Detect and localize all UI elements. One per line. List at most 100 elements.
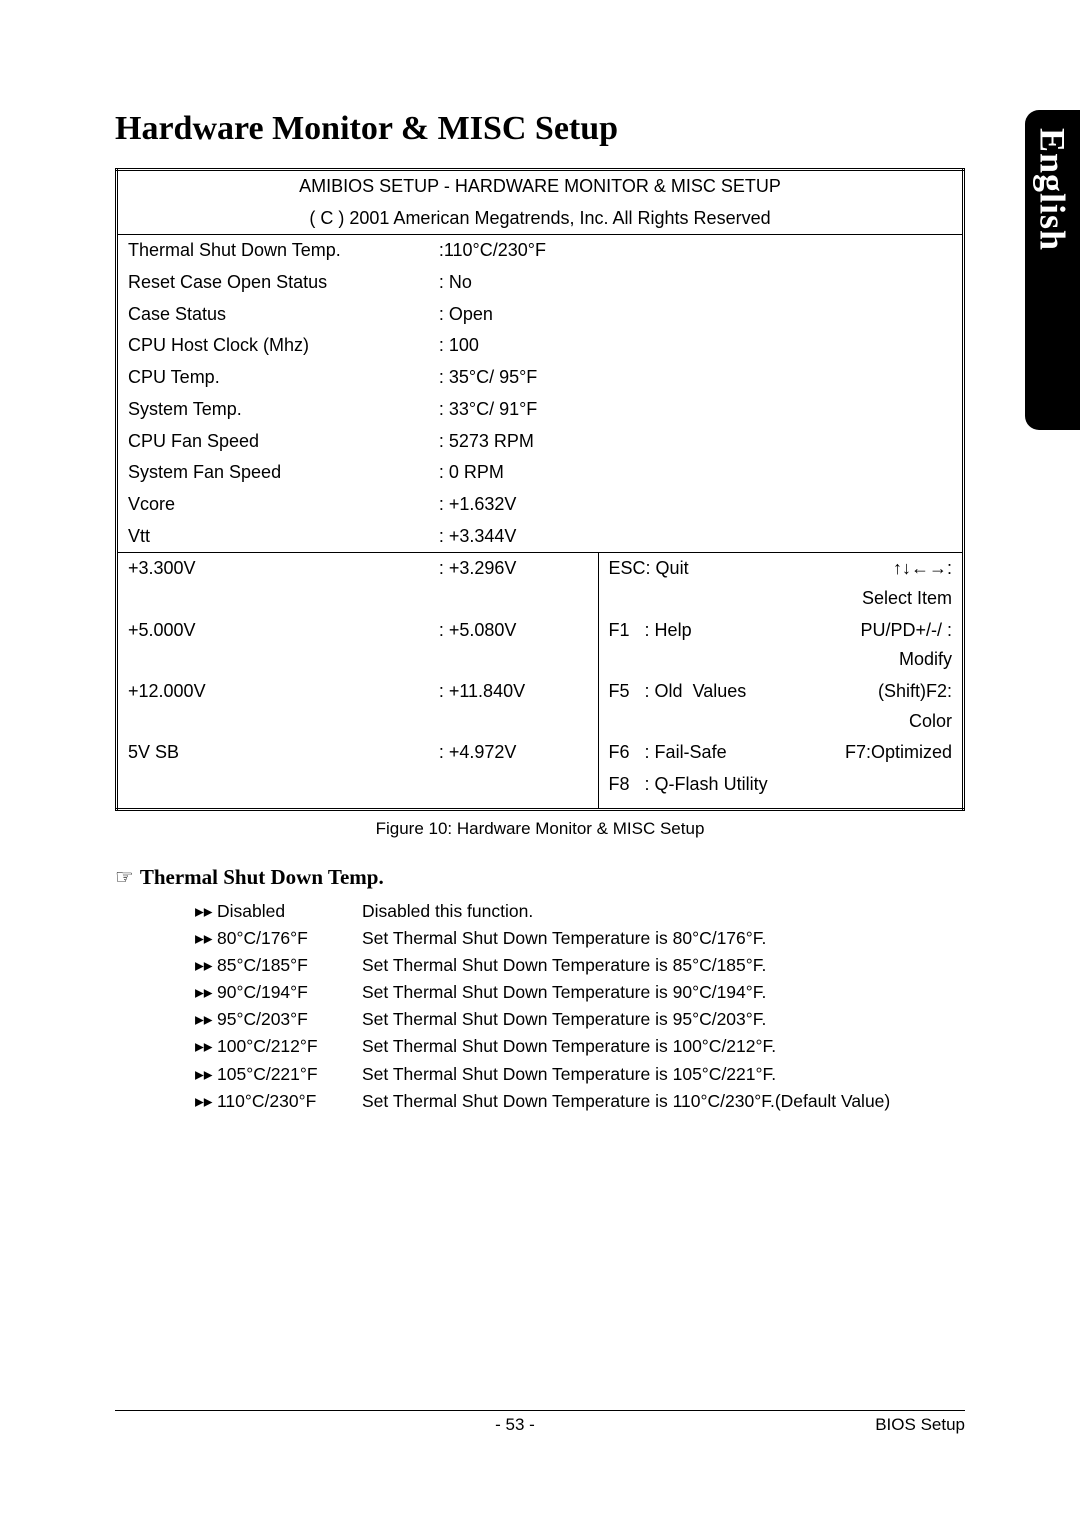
row-empty: [835, 394, 964, 426]
table-row: +3.300V: +3.296VESC: Quit↑↓←→: Select It…: [117, 553, 964, 615]
table-row: Vtt: +3.344V: [117, 521, 964, 553]
arrow-icon: ▸▸: [195, 952, 217, 979]
row-value: : No: [429, 267, 598, 299]
arrow-icon: ▸▸: [195, 1033, 217, 1060]
row-empty: [598, 394, 835, 426]
option-label: Disabled: [217, 898, 362, 925]
row-label: +5.000V: [117, 615, 429, 676]
option-row: ▸▸DisabledDisabled this function.: [195, 898, 965, 925]
row-empty: [835, 235, 964, 267]
row-value: :110°C/230°F: [429, 235, 598, 267]
option-label: 95°C/203°F: [217, 1006, 362, 1033]
row-value: : 5273 RPM: [429, 426, 598, 458]
pointer-icon: ☞: [115, 865, 134, 890]
row-empty: [835, 330, 964, 362]
arrow-icon: ▸▸: [195, 898, 217, 925]
help-action: (Shift)F2: Color: [835, 676, 964, 737]
row-value: : 0 RPM: [429, 457, 598, 489]
row-label: Vtt: [117, 521, 429, 553]
page-content: Hardware Monitor & MISC Setup AMIBIOS SE…: [0, 0, 1080, 1115]
arrow-icon: ▸▸: [195, 1088, 217, 1115]
row-empty: [598, 330, 835, 362]
row-empty: [835, 457, 964, 489]
row-label: +12.000V: [117, 676, 429, 737]
section-heading: ☞Thermal Shut Down Temp.: [115, 865, 965, 890]
table-header1: AMIBIOS SETUP - HARDWARE MONITOR & MISC …: [117, 170, 964, 203]
table-row: CPU Fan Speed: 5273 RPM: [117, 426, 964, 458]
help-key: F6 : Fail-Safe: [598, 737, 835, 769]
option-label: 80°C/176°F: [217, 925, 362, 952]
option-label: 105°C/221°F: [217, 1061, 362, 1088]
row-empty: [835, 521, 964, 553]
option-desc: Set Thermal Shut Down Temperature is 85°…: [362, 952, 965, 979]
help-key: F5 : Old Values: [598, 676, 835, 737]
option-desc: Set Thermal Shut Down Temperature is 100…: [362, 1033, 965, 1060]
table-header-row2: ( C ) 2001 American Megatrends, Inc. All…: [117, 203, 964, 235]
row-empty: [598, 235, 835, 267]
row-label: Thermal Shut Down Temp.: [117, 235, 429, 267]
row-empty: [598, 299, 835, 331]
option-row: ▸▸80°C/176°FSet Thermal Shut Down Temper…: [195, 925, 965, 952]
option-label: 90°C/194°F: [217, 979, 362, 1006]
help-key: F8 : Q-Flash Utility: [598, 769, 835, 809]
row-empty: [598, 362, 835, 394]
table-row: CPU Host Clock (Mhz): 100: [117, 330, 964, 362]
footer-section-label: BIOS Setup: [815, 1415, 965, 1435]
option-row: ▸▸100°C/212°FSet Thermal Shut Down Tempe…: [195, 1033, 965, 1060]
row-empty: [598, 267, 835, 299]
option-row: ▸▸105°C/221°FSet Thermal Shut Down Tempe…: [195, 1061, 965, 1088]
option-desc: Set Thermal Shut Down Temperature is 95°…: [362, 1006, 965, 1033]
row-empty: [598, 426, 835, 458]
row-empty: [598, 521, 835, 553]
footer-page-number: - 53 -: [215, 1415, 815, 1435]
row-label: 5V SB: [117, 737, 429, 769]
option-row: ▸▸110°C/230°FSet Thermal Shut Down Tempe…: [195, 1088, 965, 1115]
arrow-icon: ▸▸: [195, 979, 217, 1006]
row-empty: [835, 299, 964, 331]
row-label: System Temp.: [117, 394, 429, 426]
section-title: Thermal Shut Down Temp.: [140, 865, 384, 889]
row-value: : +5.080V: [429, 615, 598, 676]
option-row: ▸▸85°C/185°FSet Thermal Shut Down Temper…: [195, 952, 965, 979]
row-label: Vcore: [117, 489, 429, 521]
page-title: Hardware Monitor & MISC Setup: [115, 110, 965, 148]
page-footer: - 53 - BIOS Setup: [115, 1410, 965, 1435]
option-row: ▸▸95°C/203°FSet Thermal Shut Down Temper…: [195, 1006, 965, 1033]
row-empty: [598, 489, 835, 521]
table-row: Thermal Shut Down Temp.:110°C/230°F: [117, 235, 964, 267]
row-label: Case Status: [117, 299, 429, 331]
option-desc: Set Thermal Shut Down Temperature is 105…: [362, 1061, 965, 1088]
help-key: F1 : Help: [598, 615, 835, 676]
arrow-icon: ▸▸: [195, 1006, 217, 1033]
help-action: ↑↓←→: Select Item: [835, 553, 964, 615]
option-list: ▸▸DisabledDisabled this function. ▸▸80°C…: [195, 898, 965, 1115]
help-action: PU/PD+/-/ : Modify: [835, 615, 964, 676]
option-label: 85°C/185°F: [217, 952, 362, 979]
row-empty: [835, 362, 964, 394]
option-desc: Disabled this function.: [362, 898, 965, 925]
help-action: [835, 769, 964, 809]
bios-setup-table: AMIBIOS SETUP - HARDWARE MONITOR & MISC …: [115, 168, 965, 811]
row-empty: [598, 457, 835, 489]
row-value: : +3.344V: [429, 521, 598, 553]
option-label: 100°C/212°F: [217, 1033, 362, 1060]
table-row: 5V SB: +4.972VF6 : Fail-SafeF7:Optimized: [117, 737, 964, 769]
row-label: CPU Temp.: [117, 362, 429, 394]
option-row: ▸▸90°C/194°FSet Thermal Shut Down Temper…: [195, 979, 965, 1006]
table-row: Vcore: +1.632V: [117, 489, 964, 521]
row-empty: [835, 489, 964, 521]
table-row: CPU Temp.: 35°C/ 95°F: [117, 362, 964, 394]
row-value: [429, 769, 598, 809]
table-row: +5.000V: +5.080VF1 : HelpPU/PD+/-/ : Mod…: [117, 615, 964, 676]
table-row: F8 : Q-Flash Utility: [117, 769, 964, 809]
row-value: : 33°C/ 91°F: [429, 394, 598, 426]
option-desc: Set Thermal Shut Down Temperature is 110…: [362, 1088, 965, 1115]
arrow-icon: ▸▸: [195, 925, 217, 952]
help-action: F7:Optimized: [835, 737, 964, 769]
arrow-icon: ▸▸: [195, 1061, 217, 1088]
option-desc: Set Thermal Shut Down Temperature is 90°…: [362, 979, 965, 1006]
table-header-row: AMIBIOS SETUP - HARDWARE MONITOR & MISC …: [117, 170, 964, 203]
row-value: : 35°C/ 95°F: [429, 362, 598, 394]
row-value: : +4.972V: [429, 737, 598, 769]
table-row: Case Status: Open: [117, 299, 964, 331]
